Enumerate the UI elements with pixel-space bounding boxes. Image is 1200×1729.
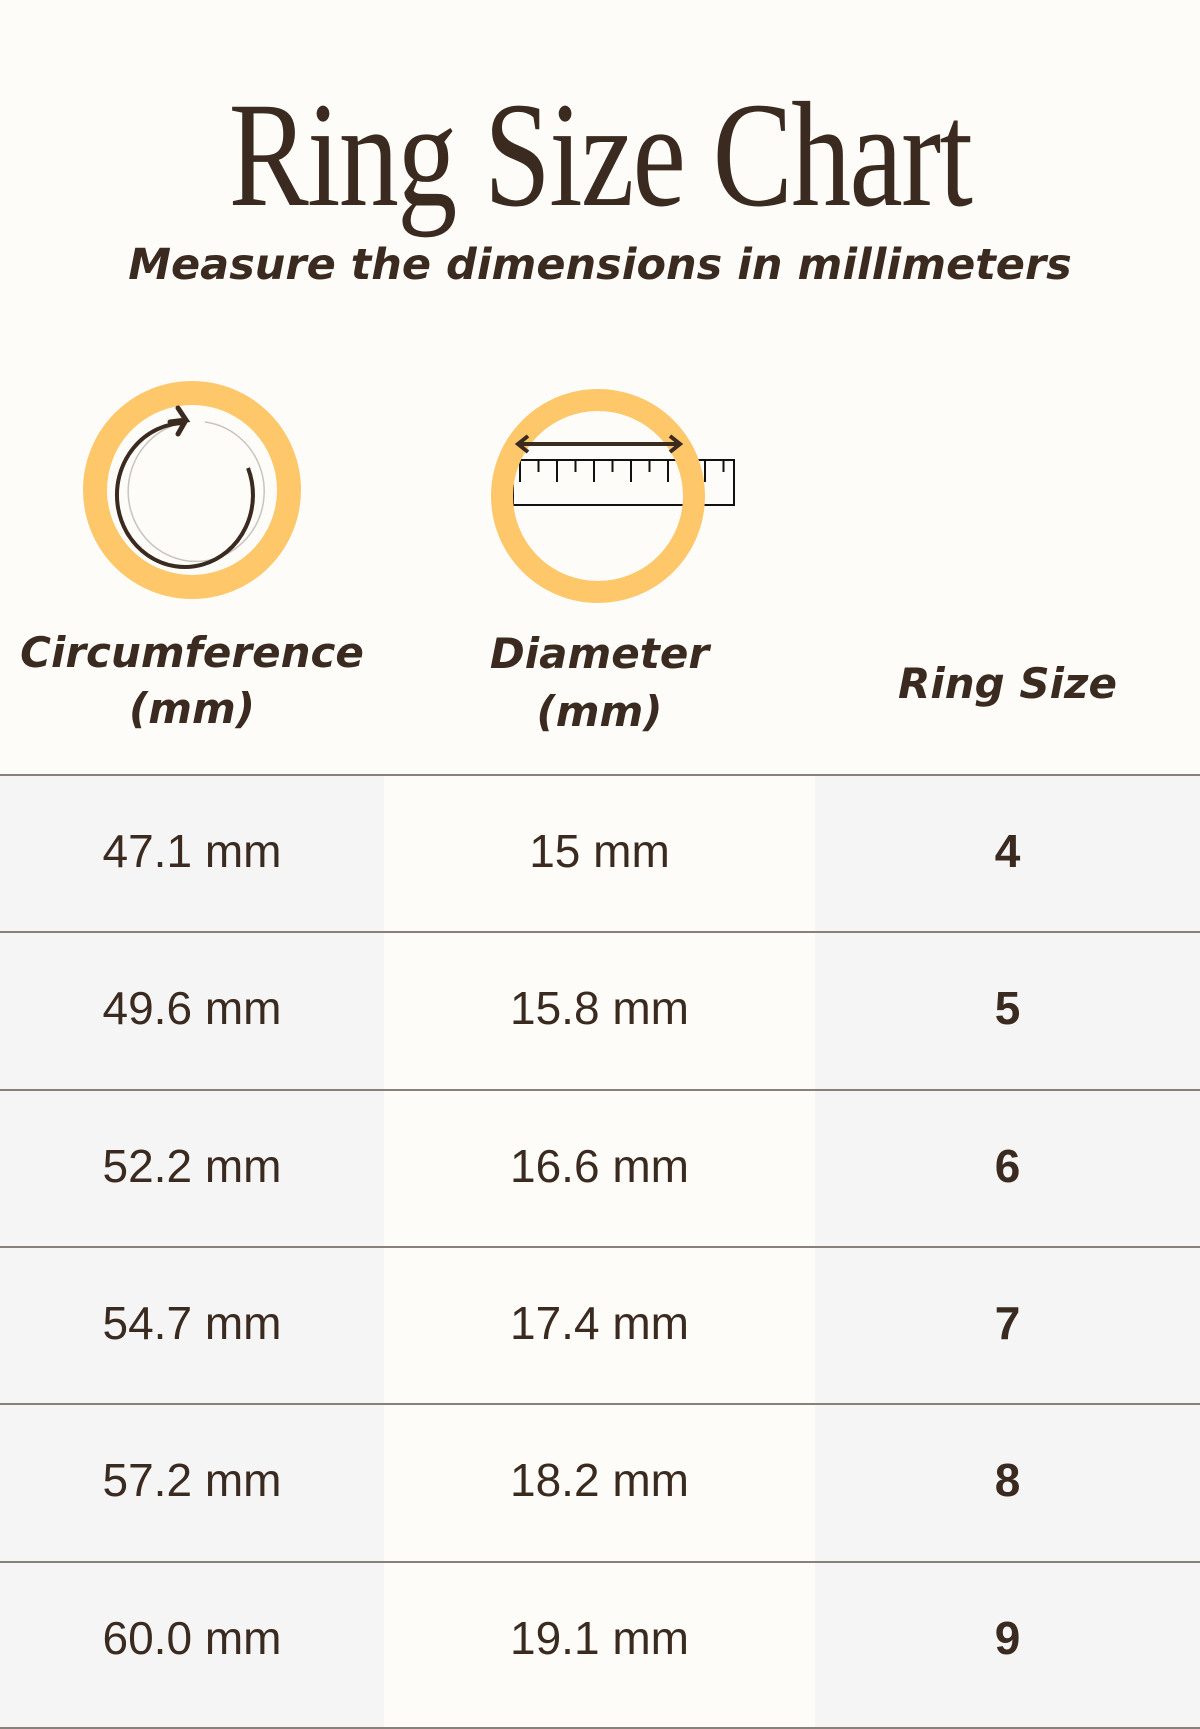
cell-diameter: 19.1 mm — [510, 1611, 689, 1664]
cell-size: 7 — [994, 1296, 1021, 1349]
cell-diameter: 18.2 mm — [510, 1454, 689, 1507]
table-divider — [0, 1727, 1200, 1729]
header-circumference-label: Circumference — [20, 628, 364, 677]
cell-circumference: 47.1 mm — [102, 825, 282, 877]
cell-circumference: 49.6 mm — [102, 982, 282, 1035]
header-circumference-unit: (mm) — [129, 684, 255, 733]
table-row: 52.2 mm 16.6 mm 6 — [0, 1088, 1200, 1246]
cell-circumference: 52.2 mm — [102, 1139, 282, 1192]
header-diameter: Diameter (mm) — [384, 626, 815, 740]
header-ring-size: Ring Size — [898, 659, 1117, 708]
cell-size: 8 — [994, 1454, 1021, 1507]
cell-size: 9 — [994, 1611, 1021, 1664]
table-row: 57.2 mm 18.2 mm 8 — [0, 1403, 1200, 1560]
table-row: 60.0 mm 19.1 mm 9 — [0, 1560, 1200, 1718]
cell-diameter: 15 mm — [529, 825, 670, 877]
cell-size: 4 — [994, 825, 1021, 877]
cell-diameter: 17.4 mm — [510, 1296, 689, 1349]
table-row: 47.1 mm 15 mm 4 — [0, 774, 1200, 931]
subtitle: Measure the dimensions in millimeters — [128, 240, 1072, 290]
page-title: Ring Size Chart — [228, 72, 973, 238]
table-row: 54.7 mm 17.4 mm 7 — [0, 1245, 1200, 1403]
cell-size: 5 — [994, 982, 1021, 1035]
diameter-ring-ruler-icon — [491, 389, 735, 603]
cell-size: 6 — [994, 1139, 1021, 1192]
header-diameter-label: Diameter — [489, 629, 710, 678]
header-circumference: Circumference (mm) — [0, 625, 384, 737]
cell-circumference: 60.0 mm — [102, 1611, 282, 1664]
cell-diameter: 15.8 mm — [510, 982, 689, 1035]
cell-circumference: 54.7 mm — [102, 1296, 282, 1349]
circumference-ring-icon — [83, 381, 301, 599]
header-diameter-unit: (mm) — [536, 687, 663, 736]
cell-circumference: 57.2 mm — [102, 1454, 282, 1507]
table-row: 49.6 mm 15.8 mm 5 — [0, 931, 1200, 1088]
cell-diameter: 16.6 mm — [510, 1139, 689, 1192]
